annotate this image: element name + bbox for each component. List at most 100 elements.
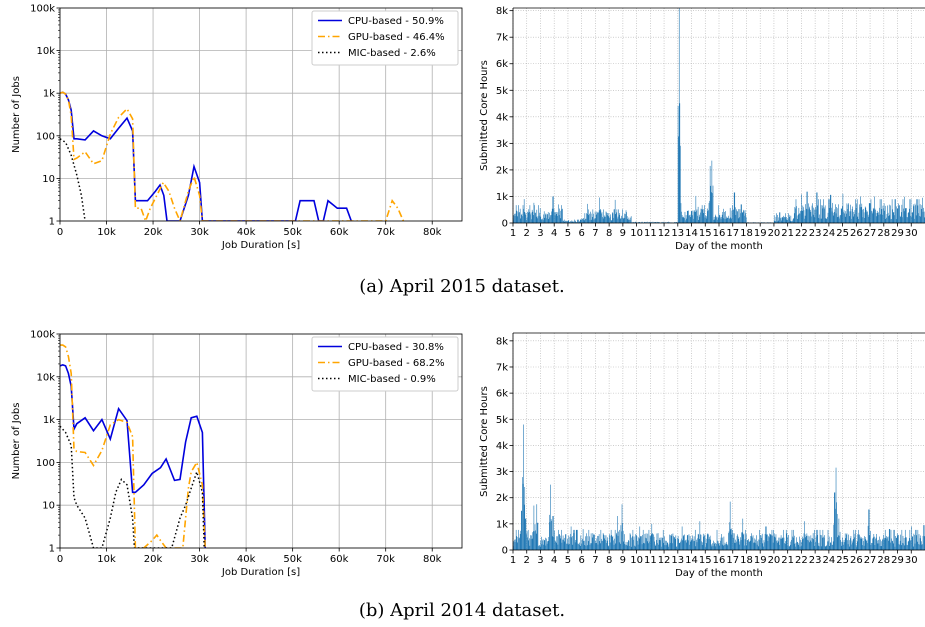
bar <box>796 541 798 550</box>
bar <box>542 539 544 550</box>
bar <box>882 538 884 550</box>
bar <box>595 218 596 223</box>
bar <box>817 205 819 223</box>
bar <box>657 221 658 223</box>
bar <box>514 539 515 550</box>
bar <box>688 534 690 550</box>
bar <box>587 545 588 550</box>
bar <box>895 537 897 550</box>
bar <box>773 529 774 550</box>
bar <box>573 529 574 550</box>
bar <box>800 546 802 550</box>
bar <box>727 218 728 223</box>
bar <box>567 221 568 223</box>
bar <box>879 199 881 223</box>
bar <box>714 219 716 223</box>
bar <box>703 536 705 550</box>
bar <box>878 214 880 223</box>
bar <box>538 215 540 223</box>
bar <box>685 540 686 550</box>
bar <box>877 212 879 223</box>
bar <box>767 540 769 550</box>
bar <box>809 206 811 223</box>
y-tick-label: 5k <box>496 86 508 97</box>
bar <box>840 540 841 550</box>
bar <box>795 546 796 550</box>
x-tick-label: 0 <box>57 554 63 565</box>
bar <box>810 211 812 223</box>
bar <box>868 509 869 550</box>
x-tick-label: 30k <box>190 227 209 238</box>
bar <box>593 213 594 223</box>
bar <box>585 545 587 550</box>
bar <box>704 205 705 223</box>
bar <box>582 529 584 550</box>
legend-box <box>311 336 459 392</box>
bar <box>763 540 765 550</box>
bar <box>610 542 611 550</box>
bar <box>743 534 744 550</box>
bar <box>599 541 601 550</box>
bar <box>788 214 790 223</box>
bar <box>891 541 893 550</box>
bar <box>731 534 733 550</box>
bar <box>898 543 900 550</box>
bar <box>640 536 642 550</box>
bar <box>855 544 857 550</box>
bar <box>547 541 549 550</box>
x-tick-label: 15 <box>699 228 712 239</box>
x-tick-label: 16 <box>713 555 726 566</box>
bar <box>569 537 571 550</box>
bar <box>649 535 651 550</box>
bar <box>675 222 677 223</box>
bar <box>872 538 873 550</box>
bar <box>629 533 631 550</box>
bar <box>578 544 580 550</box>
bar <box>570 533 571 550</box>
bar <box>561 529 562 550</box>
bar <box>537 522 538 550</box>
y-tick-label: 10 <box>42 174 55 185</box>
bar <box>602 533 604 550</box>
bar <box>843 210 845 223</box>
bar <box>857 534 859 550</box>
bar <box>574 221 576 223</box>
bar <box>566 543 567 550</box>
bar <box>791 221 792 223</box>
bars <box>513 8 925 223</box>
bar <box>856 546 857 550</box>
bar <box>594 534 595 550</box>
x-tick-label: 20k <box>144 227 163 238</box>
bar <box>681 526 683 550</box>
x-tick-label: 28 <box>877 228 890 239</box>
bar <box>894 199 896 223</box>
bar <box>855 208 857 223</box>
bar <box>743 533 745 550</box>
bar <box>558 529 559 550</box>
bar <box>816 192 817 223</box>
bar <box>525 518 527 550</box>
x-tick-label: 20k <box>144 554 163 565</box>
legend-label: MIC-based - 2.6% <box>348 48 436 59</box>
bar <box>725 544 726 550</box>
bar <box>638 537 639 550</box>
x-tick-label: 10k <box>97 227 116 238</box>
bar <box>575 539 576 550</box>
bar <box>816 529 817 550</box>
bar <box>745 534 747 550</box>
bar <box>566 220 568 223</box>
bar <box>830 194 831 223</box>
bar <box>708 202 710 223</box>
bar <box>534 524 536 550</box>
bar <box>528 540 530 550</box>
bar <box>864 206 866 223</box>
bar <box>876 540 878 550</box>
bar <box>529 211 530 223</box>
plot-frame <box>59 7 463 222</box>
bar <box>533 531 534 550</box>
bar <box>722 537 724 550</box>
bar <box>778 537 780 550</box>
bar <box>523 208 524 223</box>
bar <box>822 529 824 550</box>
bar <box>702 209 704 223</box>
